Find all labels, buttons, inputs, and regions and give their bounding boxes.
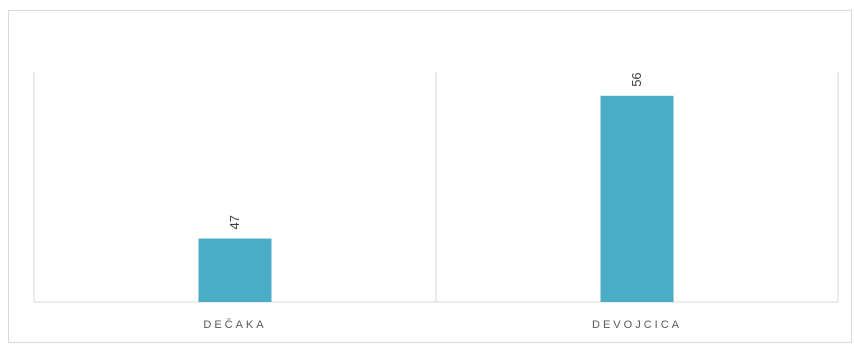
bar-1 bbox=[198, 238, 272, 302]
category-label-2: DEVOJCICA bbox=[592, 319, 682, 331]
data-labels: 47 56 bbox=[227, 72, 644, 229]
category-label-1: DEČAKA bbox=[203, 318, 266, 331]
chart-frame bbox=[8, 10, 852, 343]
data-label-2: 56 bbox=[629, 72, 644, 86]
category-labels: DEČAKA DEVOJCICA bbox=[203, 318, 682, 331]
data-label-1: 47 bbox=[227, 215, 242, 229]
gridlines bbox=[33, 72, 839, 303]
bar-2 bbox=[600, 95, 674, 302]
bars bbox=[198, 95, 674, 302]
